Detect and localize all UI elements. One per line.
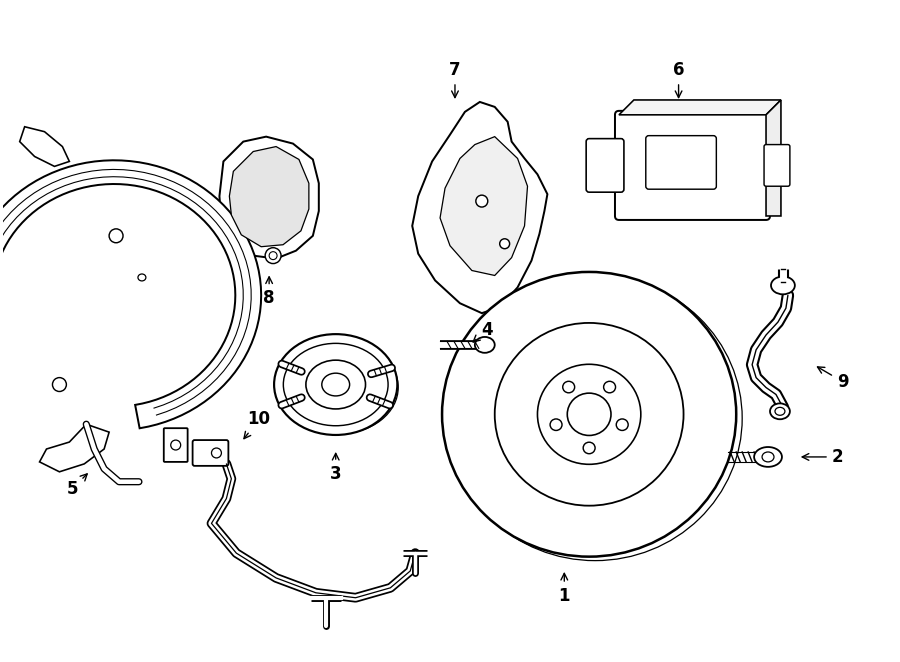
Ellipse shape xyxy=(550,419,562,430)
Ellipse shape xyxy=(775,407,785,415)
Circle shape xyxy=(500,239,509,249)
Ellipse shape xyxy=(567,393,611,436)
Ellipse shape xyxy=(762,452,774,462)
Ellipse shape xyxy=(322,373,349,396)
Circle shape xyxy=(52,377,67,391)
Polygon shape xyxy=(766,100,781,216)
Ellipse shape xyxy=(562,381,575,393)
Ellipse shape xyxy=(475,337,495,353)
Ellipse shape xyxy=(495,323,683,506)
Polygon shape xyxy=(40,424,109,472)
FancyBboxPatch shape xyxy=(615,111,770,220)
Ellipse shape xyxy=(306,360,365,409)
Circle shape xyxy=(212,448,221,458)
Circle shape xyxy=(266,248,281,263)
Text: 4: 4 xyxy=(473,321,492,342)
Text: 8: 8 xyxy=(264,277,274,307)
Text: 3: 3 xyxy=(330,453,341,483)
FancyBboxPatch shape xyxy=(646,136,716,189)
Ellipse shape xyxy=(771,277,795,295)
FancyBboxPatch shape xyxy=(764,144,790,186)
FancyBboxPatch shape xyxy=(586,138,624,192)
Ellipse shape xyxy=(616,419,628,430)
Text: 2: 2 xyxy=(802,448,843,466)
Polygon shape xyxy=(0,160,261,428)
Ellipse shape xyxy=(281,342,398,434)
Ellipse shape xyxy=(770,403,790,419)
Circle shape xyxy=(269,252,277,260)
Polygon shape xyxy=(412,102,547,313)
Ellipse shape xyxy=(138,274,146,281)
Ellipse shape xyxy=(284,344,388,426)
Text: 6: 6 xyxy=(673,61,684,97)
Ellipse shape xyxy=(604,381,616,393)
Text: 1: 1 xyxy=(559,573,570,605)
Polygon shape xyxy=(619,100,781,115)
Ellipse shape xyxy=(754,447,782,467)
Polygon shape xyxy=(220,136,319,259)
Polygon shape xyxy=(440,136,527,275)
Ellipse shape xyxy=(274,334,397,435)
Circle shape xyxy=(476,195,488,207)
Text: 5: 5 xyxy=(67,474,87,498)
Circle shape xyxy=(171,440,181,450)
Text: 7: 7 xyxy=(449,61,461,97)
Text: 9: 9 xyxy=(817,367,849,391)
Ellipse shape xyxy=(537,364,641,464)
Circle shape xyxy=(109,229,123,243)
Polygon shape xyxy=(230,146,309,247)
FancyBboxPatch shape xyxy=(164,428,187,462)
Ellipse shape xyxy=(442,272,736,557)
Polygon shape xyxy=(20,126,69,166)
Ellipse shape xyxy=(448,276,742,561)
Text: 10: 10 xyxy=(244,410,271,439)
FancyBboxPatch shape xyxy=(193,440,229,466)
Ellipse shape xyxy=(583,442,595,453)
